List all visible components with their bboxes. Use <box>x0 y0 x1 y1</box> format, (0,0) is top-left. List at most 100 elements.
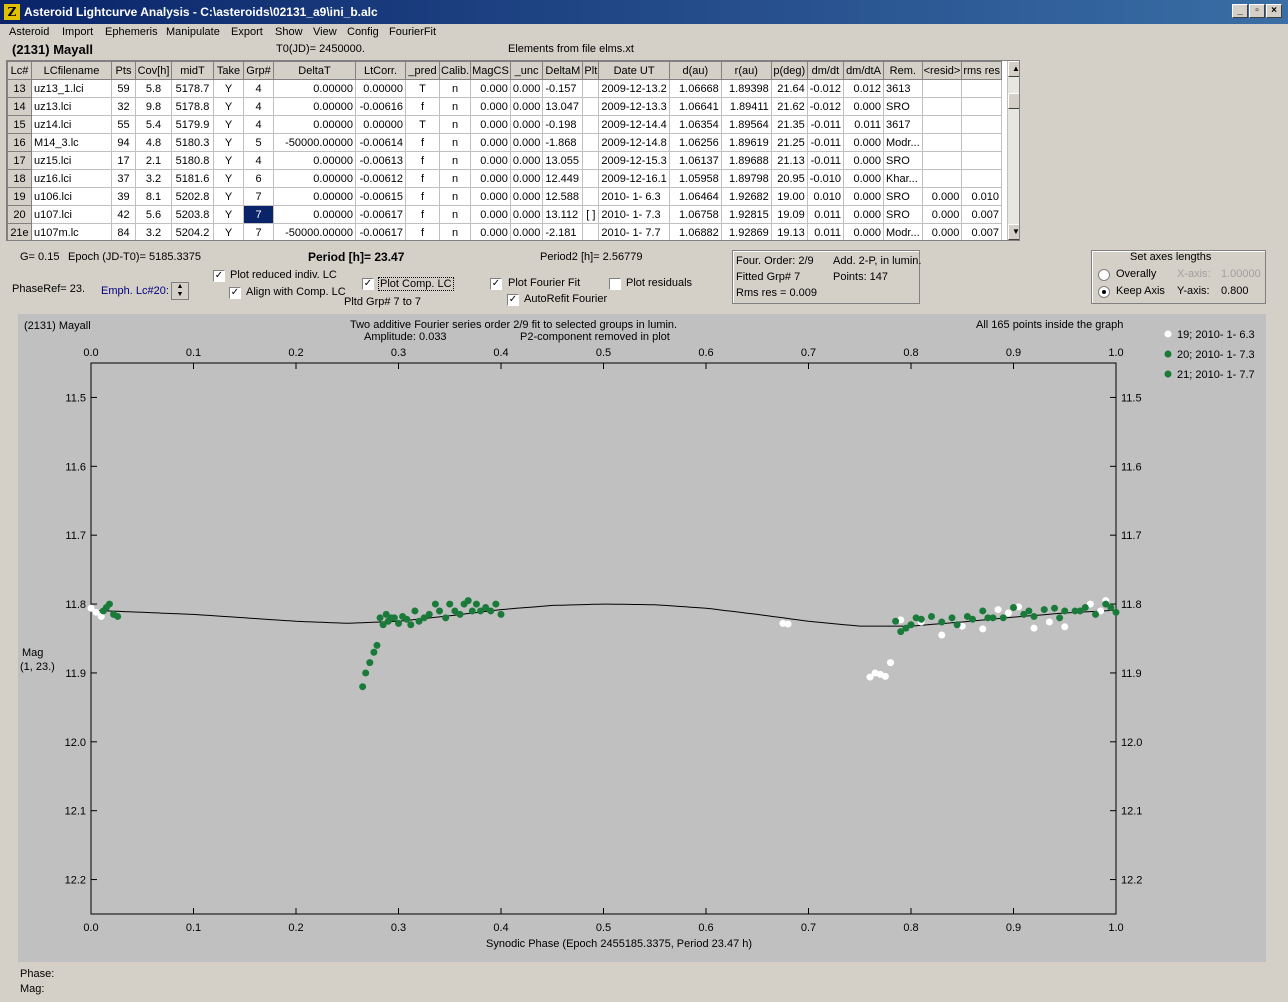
row-header[interactable]: 15 <box>7 115 32 134</box>
table-cell[interactable]: Modr... <box>883 133 923 152</box>
table-cell[interactable]: 5181.6 <box>171 169 214 188</box>
row-header[interactable]: 17 <box>7 151 32 170</box>
table-cell[interactable]: Y <box>213 223 244 240</box>
table-cell[interactable]: f <box>405 187 440 206</box>
scroll-up-icon[interactable]: ▲ <box>1008 61 1019 77</box>
table-cell[interactable]: 0.000 <box>470 187 511 206</box>
table-cell[interactable]: Y <box>213 133 244 152</box>
table-cell[interactable]: 7 <box>243 205 274 224</box>
table-cell[interactable] <box>961 133 1002 152</box>
table-row[interactable]: 13 uz13_1.lci 59 5.8 5178.7 Y 4 0.00000 0.00000 T… <box>7 79 1002 98</box>
table-cell[interactable]: 0.00000 <box>355 115 406 134</box>
row-header[interactable]: 19 <box>7 187 32 206</box>
table-cell[interactable]: 0.000 <box>509 97 544 116</box>
align-checkbox[interactable]: ✓ <box>229 287 241 299</box>
table-cell[interactable]: -0.157 <box>542 79 584 98</box>
column-header[interactable]: Take <box>213 61 244 80</box>
table-row[interactable]: 21e u107m.lc 84 3.2 5204.2 Y 7 -50000.00000 -0.0… <box>7 223 1002 240</box>
table-cell[interactable]: f <box>405 205 440 224</box>
column-header[interactable]: DeltaM <box>542 61 584 80</box>
table-cell[interactable]: -0.011 <box>806 151 845 170</box>
table-cell[interactable]: 1.06464 <box>668 187 722 206</box>
table-cell[interactable]: 12.449 <box>542 169 584 188</box>
table-cell[interactable]: 37 <box>111 169 136 188</box>
table-cell[interactable]: n <box>438 97 472 116</box>
table-cell[interactable]: -0.00617 <box>355 223 406 240</box>
table-cell[interactable]: 20.95 <box>770 169 808 188</box>
table-cell[interactable]: 0.000 <box>509 169 544 188</box>
table-cell[interactable]: 1.06668 <box>668 79 722 98</box>
table-cell[interactable]: 0.000 <box>509 133 544 152</box>
emph-spinner[interactable]: ▲ ▼ <box>171 282 189 300</box>
table-cell[interactable]: Y <box>213 187 244 206</box>
table-cell[interactable] <box>582 115 600 134</box>
table-cell[interactable]: 3617 <box>883 115 923 134</box>
table-cell[interactable]: 0.000 <box>843 205 884 224</box>
row-header[interactable]: 21e <box>7 223 32 240</box>
table-cell[interactable] <box>921 79 963 98</box>
table-cell[interactable]: u107m.lc <box>31 223 112 240</box>
table-cell[interactable]: -2.181 <box>542 223 584 240</box>
table-cell[interactable]: 7 <box>243 187 274 206</box>
table-cell[interactable]: 0.000 <box>509 223 544 240</box>
table-cell[interactable]: 1.05958 <box>668 169 722 188</box>
table-cell[interactable]: 3.2 <box>135 169 172 188</box>
lightcurve-table[interactable]: Lc# LCfilename Pts Cov[h] midT Take Grp# DeltaT… <box>6 60 1020 241</box>
column-header[interactable]: MagCS <box>470 61 511 80</box>
table-cell[interactable]: 7 <box>243 223 274 240</box>
table-cell[interactable]: SRO <box>883 97 923 116</box>
table-cell[interactable]: 2009-12-15.3 <box>598 151 670 170</box>
table-cell[interactable]: -1.868 <box>542 133 584 152</box>
table-cell[interactable]: -50000.00000 <box>273 133 356 152</box>
table-cell[interactable]: f <box>405 97 440 116</box>
table-cell[interactable]: 0.000 <box>470 115 511 134</box>
table-cell[interactable]: 0.00000 <box>355 79 406 98</box>
table-cell[interactable]: 1.92815 <box>720 205 772 224</box>
table-cell[interactable]: 0.000 <box>921 223 963 240</box>
table-cell[interactable] <box>961 115 1002 134</box>
table-cell[interactable]: 0.00000 <box>273 187 356 206</box>
menu-ephemeris[interactable]: Ephemeris <box>105 26 158 38</box>
table-cell[interactable] <box>921 97 963 116</box>
table-cell[interactable]: 21.62 <box>770 97 808 116</box>
table-cell[interactable]: -0.00616 <box>355 97 406 116</box>
table-cell[interactable]: 0.000 <box>470 223 511 240</box>
column-header[interactable]: <resid> <box>921 61 963 80</box>
table-cell[interactable]: 12.588 <box>542 187 584 206</box>
table-cell[interactable]: uz16.lci <box>31 169 112 188</box>
period-value[interactable]: Period [h]= 23.47 <box>308 250 405 264</box>
table-cell[interactable]: 13.112 <box>542 205 584 224</box>
table-cell[interactable] <box>961 169 1002 188</box>
table-cell[interactable]: -0.00617 <box>355 205 406 224</box>
table-cell[interactable]: 2009-12-14.4 <box>598 115 670 134</box>
table-cell[interactable]: 5.4 <box>135 115 172 134</box>
table-cell[interactable]: 9.8 <box>135 97 172 116</box>
table-cell[interactable]: 1.06137 <box>668 151 722 170</box>
column-header[interactable]: dm/dt <box>806 61 845 80</box>
column-header[interactable]: Grp# <box>243 61 274 80</box>
table-cell[interactable] <box>582 187 600 206</box>
table-cell[interactable]: n <box>438 187 472 206</box>
table-cell[interactable]: 84 <box>111 223 136 240</box>
table-cell[interactable] <box>582 79 600 98</box>
table-cell[interactable]: 0.000 <box>470 151 511 170</box>
table-cell[interactable]: 0.000 <box>470 205 511 224</box>
table-cell[interactable]: 21.64 <box>770 79 808 98</box>
table-cell[interactable] <box>961 97 1002 116</box>
table-cell[interactable]: 4.8 <box>135 133 172 152</box>
table-cell[interactable]: 0.000 <box>843 169 884 188</box>
menu-manipulate[interactable]: Manipulate <box>166 26 220 38</box>
table-cell[interactable]: 0.000 <box>509 79 544 98</box>
table-cell[interactable] <box>582 97 600 116</box>
xaxis-value[interactable]: 1.00000 <box>1221 268 1261 280</box>
table-cell[interactable]: u106.lci <box>31 187 112 206</box>
plot-comp-checkbox[interactable]: ✓ <box>362 278 374 290</box>
table-cell[interactable]: 3.2 <box>135 223 172 240</box>
column-header[interactable]: _pred <box>405 61 440 80</box>
yaxis-value[interactable]: 0.800 <box>1221 285 1249 297</box>
table-cell[interactable]: 6 <box>243 169 274 188</box>
table-cell[interactable]: -0.00613 <box>355 151 406 170</box>
table-cell[interactable]: 5202.8 <box>171 187 214 206</box>
table-cell[interactable]: 4 <box>243 79 274 98</box>
autorefit-checkbox[interactable]: ✓ <box>507 294 519 306</box>
